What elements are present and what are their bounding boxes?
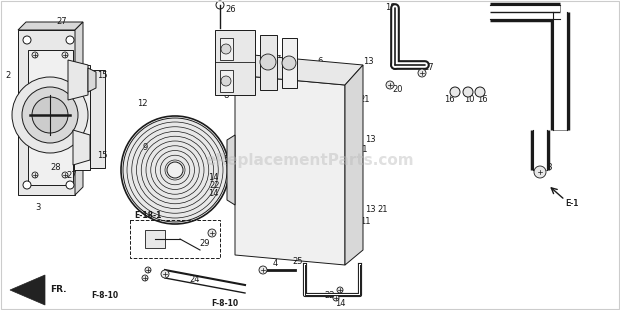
Polygon shape <box>215 30 255 95</box>
Polygon shape <box>74 65 90 170</box>
Text: 10: 10 <box>464 95 474 104</box>
Text: 26: 26 <box>226 5 236 14</box>
Circle shape <box>282 56 296 70</box>
Circle shape <box>23 181 31 189</box>
Circle shape <box>216 1 224 9</box>
Polygon shape <box>235 55 363 85</box>
Text: 14: 14 <box>335 299 345 308</box>
Polygon shape <box>18 30 75 195</box>
Text: 23: 23 <box>542 163 553 172</box>
Circle shape <box>32 52 38 58</box>
Text: 21: 21 <box>358 145 368 154</box>
Text: 6: 6 <box>317 57 322 67</box>
Text: 13: 13 <box>365 135 375 144</box>
Circle shape <box>450 87 460 97</box>
Text: E-1: E-1 <box>565 200 578 209</box>
Polygon shape <box>68 60 88 100</box>
Text: eReplacementParts.com: eReplacementParts.com <box>206 153 414 167</box>
Text: 25: 25 <box>293 258 303 267</box>
Text: 12: 12 <box>137 99 148 108</box>
Circle shape <box>337 287 343 293</box>
Circle shape <box>66 181 74 189</box>
Text: 28: 28 <box>51 163 61 172</box>
Circle shape <box>475 87 485 97</box>
Circle shape <box>221 76 231 86</box>
Text: 16: 16 <box>477 95 487 104</box>
Circle shape <box>32 97 68 133</box>
Text: 22: 22 <box>325 291 335 300</box>
Circle shape <box>221 44 231 54</box>
Polygon shape <box>90 70 105 168</box>
Text: 15: 15 <box>97 70 107 79</box>
Polygon shape <box>345 65 363 265</box>
Text: 24: 24 <box>190 276 200 285</box>
Text: 18: 18 <box>384 3 396 12</box>
Circle shape <box>418 69 426 77</box>
Polygon shape <box>227 135 235 205</box>
Text: 13: 13 <box>365 206 375 215</box>
Polygon shape <box>18 22 83 30</box>
Circle shape <box>22 87 78 143</box>
Text: 16: 16 <box>444 95 454 104</box>
Text: F-8-10: F-8-10 <box>91 291 118 300</box>
Polygon shape <box>282 38 297 88</box>
Text: 14: 14 <box>208 174 218 183</box>
Circle shape <box>161 270 169 278</box>
Circle shape <box>142 275 148 281</box>
Polygon shape <box>88 68 96 92</box>
Text: 9: 9 <box>143 144 148 153</box>
Text: 14: 14 <box>208 188 218 197</box>
Circle shape <box>386 81 394 89</box>
Circle shape <box>62 172 68 178</box>
Circle shape <box>259 266 267 274</box>
Text: 29: 29 <box>200 238 210 247</box>
Text: 21: 21 <box>378 206 388 215</box>
Circle shape <box>167 162 183 178</box>
Text: 5: 5 <box>223 156 229 165</box>
Text: 7: 7 <box>292 55 298 64</box>
Text: 27: 27 <box>67 170 78 179</box>
Text: FR.: FR. <box>50 286 66 294</box>
Text: 2: 2 <box>6 70 11 79</box>
Text: 3: 3 <box>35 203 41 212</box>
Circle shape <box>32 172 38 178</box>
Polygon shape <box>10 275 45 305</box>
Circle shape <box>208 229 216 237</box>
Text: 17: 17 <box>423 64 433 73</box>
Polygon shape <box>75 22 83 195</box>
Text: 4: 4 <box>272 259 278 268</box>
Polygon shape <box>235 75 345 265</box>
Text: F-8-10: F-8-10 <box>211 299 239 308</box>
Text: 13: 13 <box>363 57 373 67</box>
Circle shape <box>463 87 473 97</box>
Text: 20: 20 <box>392 86 403 95</box>
Text: 22: 22 <box>210 180 220 189</box>
Circle shape <box>12 77 88 153</box>
Circle shape <box>534 166 546 178</box>
Circle shape <box>62 52 68 58</box>
Circle shape <box>66 36 74 44</box>
Text: 19: 19 <box>490 3 500 12</box>
Polygon shape <box>73 130 90 165</box>
Polygon shape <box>220 38 233 60</box>
Text: 7: 7 <box>275 55 281 64</box>
Text: 8: 8 <box>223 91 229 100</box>
Circle shape <box>23 36 31 44</box>
Polygon shape <box>220 70 233 92</box>
Text: 15: 15 <box>97 150 107 160</box>
Circle shape <box>333 295 339 301</box>
Text: 11: 11 <box>360 218 370 227</box>
Circle shape <box>260 54 276 70</box>
Circle shape <box>145 267 151 273</box>
Text: 21: 21 <box>360 95 370 104</box>
Text: E-18-1: E-18-1 <box>135 210 162 219</box>
Circle shape <box>123 118 227 222</box>
Text: 27: 27 <box>56 17 68 26</box>
Text: E-1: E-1 <box>565 200 578 209</box>
Polygon shape <box>145 230 165 248</box>
Polygon shape <box>28 50 73 185</box>
Polygon shape <box>260 35 277 90</box>
